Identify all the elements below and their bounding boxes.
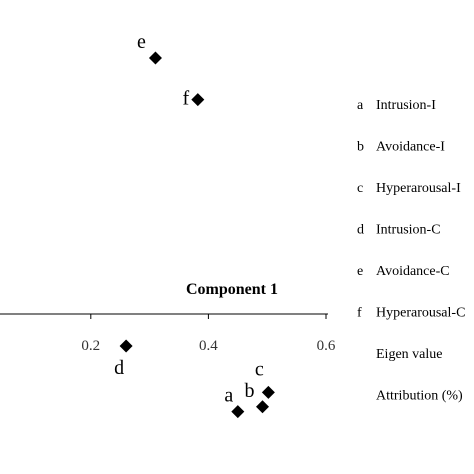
data-label-d: d — [114, 357, 124, 379]
legend-entry: Avoidance-I — [376, 140, 445, 155]
legend-key-b: b — [357, 140, 364, 155]
legend-key-d: d — [357, 223, 364, 238]
legend-key-f: f — [357, 306, 362, 321]
legend: a Intrusion-I b Avoidance-I c Hyperarousal-I d… — [357, 98, 465, 404]
data-label-f: f — [182, 88, 189, 110]
legend-entry: Avoidance-C — [376, 264, 450, 279]
legend-entry: Attribution (%) — [376, 389, 463, 404]
x-tick-label: 0.6 — [317, 338, 336, 354]
x-axis-label: Component 1 — [186, 281, 278, 298]
data-points: a bc d e f — [114, 31, 275, 419]
legend-key-a: a — [357, 98, 364, 113]
data-point-e — [148, 51, 162, 65]
data-label-c: c — [255, 358, 264, 380]
data-label-e: e — [137, 31, 146, 53]
legend-key-e: e — [357, 264, 363, 279]
legend-entry: Eigen value — [376, 347, 442, 362]
legend-entry: Intrusion-C — [376, 223, 441, 238]
x-tick-label: 0.2 — [81, 338, 100, 354]
data-label-a: a — [224, 385, 233, 407]
data-point-c — [261, 385, 275, 399]
data-point-f — [191, 93, 205, 107]
legend-key-c: c — [357, 181, 363, 196]
legend-entry: Hyperarousal-C — [376, 306, 465, 321]
data-point-d — [119, 339, 133, 353]
legend-entry: Intrusion-I — [376, 98, 436, 113]
data-label-b: b — [244, 380, 254, 402]
x-tick-label: 0.4 — [199, 338, 218, 354]
legend-entry: Hyperarousal-I — [376, 181, 461, 196]
data-point-a — [231, 405, 245, 419]
data-point-b — [255, 400, 269, 414]
x-axis-ticks: 0.2 0.4 0.6 — [81, 314, 336, 354]
